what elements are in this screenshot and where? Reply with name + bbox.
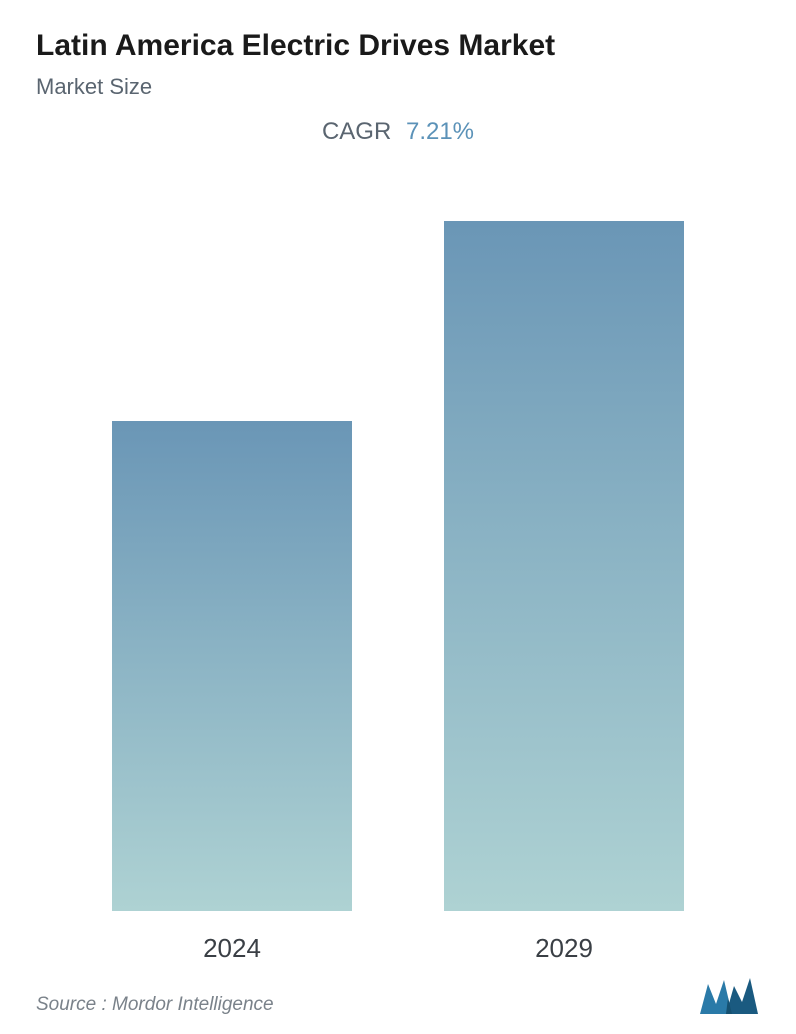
bar-label-2029: 2029: [535, 933, 593, 964]
bar-2029: [444, 221, 684, 911]
chart-title: Latin America Electric Drives Market: [36, 28, 760, 64]
footer: Source : Mordor Intelligence: [36, 976, 760, 1016]
cagr-label: CAGR: [322, 118, 391, 145]
mordor-logo-icon: [698, 976, 760, 1016]
bar-2024: [112, 421, 352, 911]
cagr-row: CAGR 7.21%: [36, 118, 760, 146]
chart-container: Latin America Electric Drives Market Mar…: [0, 0, 796, 1034]
bar-group-2029: 2029: [434, 221, 694, 964]
bar-label-2024: 2024: [203, 933, 261, 964]
bars-wrapper: 2024 2029: [36, 274, 760, 964]
cagr-value: 7.21%: [406, 118, 474, 145]
source-text: Source : Mordor Intelligence: [36, 994, 274, 1016]
chart-subtitle: Market Size: [36, 74, 760, 100]
bar-group-2024: 2024: [102, 421, 362, 964]
chart-area: 2024 2029: [36, 182, 760, 1014]
